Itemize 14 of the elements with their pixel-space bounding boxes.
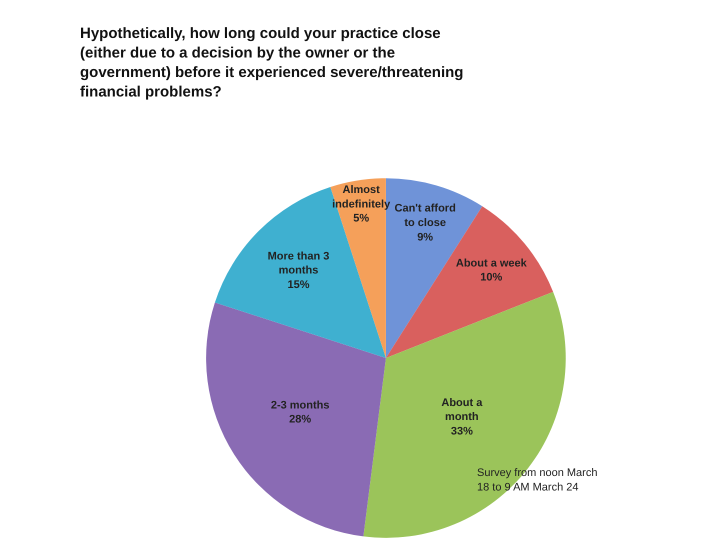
- data-label: 28%: [289, 414, 312, 426]
- slice-label: Can't afford to close: [394, 202, 456, 230]
- pie-slice: [206, 302, 386, 536]
- slice-label: About a week: [456, 257, 528, 270]
- pie-slice: [363, 292, 566, 538]
- slice-label: About a month: [441, 396, 484, 424]
- chart-title: Hypothetically, how long could your practice close (either due to a decision by the owner or the government) before it experienced severe/threatening financial problems?: [80, 25, 464, 100]
- data-label: 15%: [287, 278, 310, 291]
- data-label: 10%: [480, 272, 503, 284]
- slice-label: More than 3 months: [268, 250, 330, 277]
- slice-label: 2-3 months: [270, 399, 330, 412]
- data-label: 9%: [417, 231, 434, 244]
- data-label: 5%: [353, 212, 370, 225]
- data-label: 33%: [450, 426, 474, 438]
